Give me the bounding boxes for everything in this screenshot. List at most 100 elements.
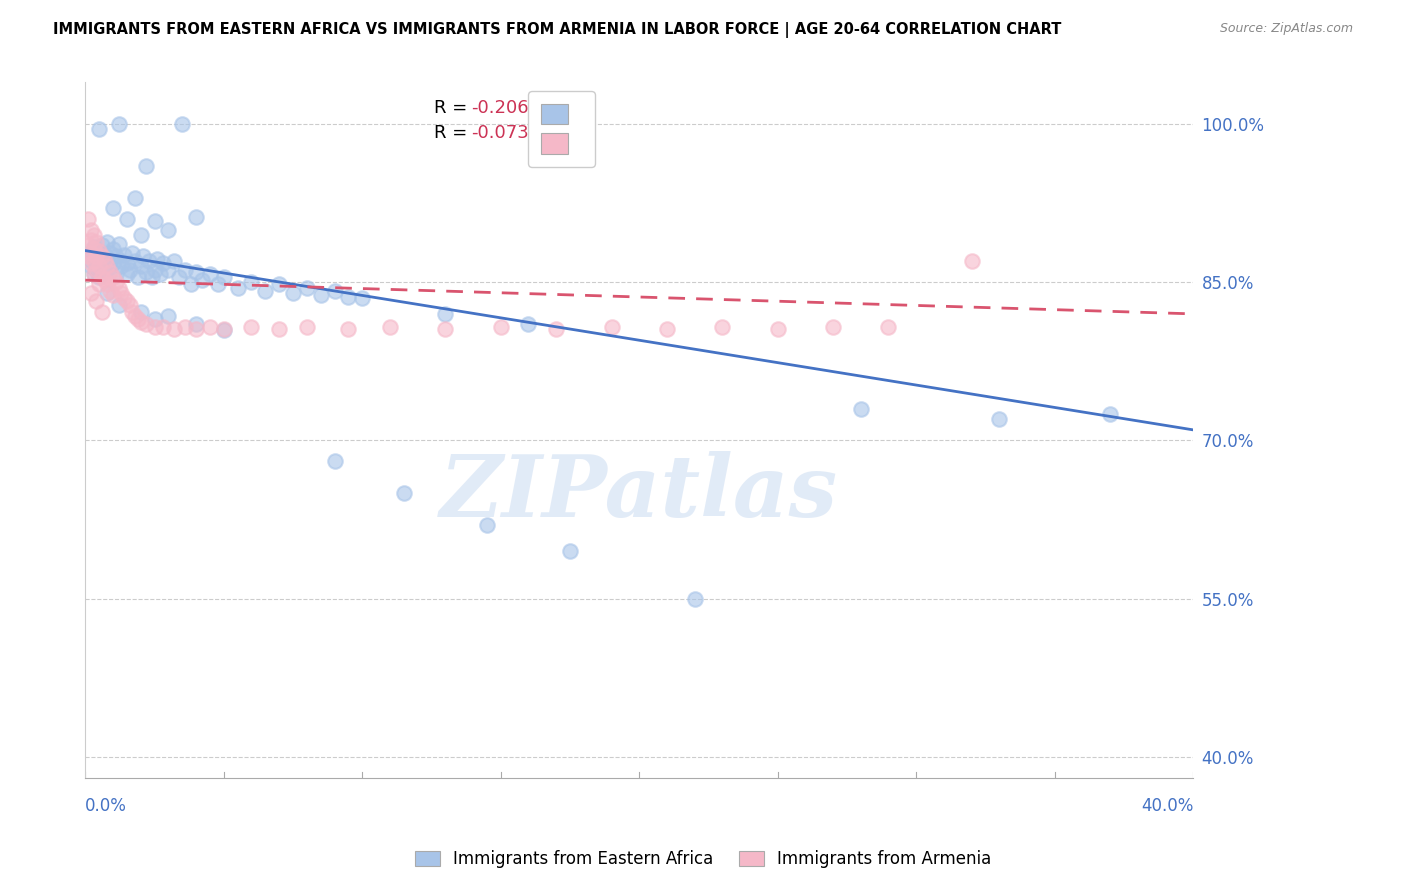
Point xyxy=(86,235,108,249)
Point xyxy=(157,309,180,323)
Point xyxy=(86,249,108,263)
Point xyxy=(152,256,174,270)
Text: -0.073: -0.073 xyxy=(471,124,529,142)
Point xyxy=(115,256,138,270)
Point xyxy=(86,249,108,263)
Point xyxy=(309,288,332,302)
Point xyxy=(392,486,415,500)
Point xyxy=(157,222,180,236)
Point xyxy=(101,270,124,285)
Point xyxy=(104,275,127,289)
Point xyxy=(655,321,678,335)
Point xyxy=(323,454,346,468)
Point xyxy=(89,244,111,258)
Point xyxy=(135,265,157,279)
Point xyxy=(141,270,163,285)
Point xyxy=(172,117,194,131)
Point xyxy=(124,191,146,205)
Point xyxy=(83,242,105,256)
Point xyxy=(90,254,112,268)
Point xyxy=(226,280,249,294)
Point xyxy=(124,254,146,268)
Point xyxy=(149,267,172,281)
Text: N =: N = xyxy=(517,124,575,142)
Point xyxy=(546,321,568,335)
Point xyxy=(96,260,118,274)
Point xyxy=(107,280,129,294)
Point xyxy=(89,122,111,136)
Point xyxy=(83,267,105,281)
Point xyxy=(129,260,152,274)
Point xyxy=(80,245,103,260)
Point xyxy=(198,267,221,281)
Point xyxy=(80,285,103,300)
Point xyxy=(766,321,789,335)
Point xyxy=(212,321,235,335)
Point xyxy=(80,222,103,236)
Point xyxy=(558,544,581,558)
Point xyxy=(169,270,191,285)
Point xyxy=(107,298,129,312)
Point xyxy=(104,267,127,281)
Point xyxy=(337,321,360,335)
Point xyxy=(118,298,141,312)
Point xyxy=(90,305,112,319)
Point xyxy=(129,305,152,319)
Point xyxy=(96,252,118,266)
Point xyxy=(77,249,100,263)
Text: 40.0%: 40.0% xyxy=(1140,797,1194,814)
Text: IMMIGRANTS FROM EASTERN AFRICA VS IMMIGRANTS FROM ARMENIA IN LABOR FORCE | AGE 2: IMMIGRANTS FROM EASTERN AFRICA VS IMMIGR… xyxy=(53,22,1062,38)
Point xyxy=(434,307,457,321)
Point xyxy=(101,242,124,256)
Point xyxy=(89,277,111,292)
Point xyxy=(96,285,118,300)
Point xyxy=(212,323,235,337)
Point xyxy=(254,284,277,298)
Point xyxy=(295,319,318,334)
Point xyxy=(1099,407,1122,421)
Point xyxy=(711,319,734,334)
Point xyxy=(77,211,100,226)
Point xyxy=(93,254,115,268)
Point xyxy=(849,401,872,416)
Point xyxy=(295,280,318,294)
Point xyxy=(96,235,118,249)
Point xyxy=(143,319,166,334)
Point xyxy=(98,260,121,275)
Point xyxy=(115,267,138,281)
Point xyxy=(115,294,138,309)
Point xyxy=(101,288,124,302)
Text: 80: 80 xyxy=(555,99,581,118)
Point xyxy=(960,254,983,268)
Point xyxy=(90,238,112,252)
Point xyxy=(86,262,108,277)
Point xyxy=(96,277,118,292)
Point xyxy=(110,260,132,274)
Point xyxy=(124,309,146,323)
Point xyxy=(184,321,207,335)
Point xyxy=(212,270,235,285)
Point xyxy=(101,256,124,270)
Point xyxy=(89,260,111,274)
Point xyxy=(89,270,111,285)
Point xyxy=(135,159,157,173)
Point xyxy=(281,285,304,300)
Point xyxy=(180,277,202,292)
Text: 0.0%: 0.0% xyxy=(86,797,127,814)
Point xyxy=(146,252,169,266)
Point xyxy=(89,244,111,258)
Point xyxy=(823,319,845,334)
Point xyxy=(107,117,129,131)
Point xyxy=(93,248,115,262)
Point xyxy=(83,254,105,268)
Text: N =: N = xyxy=(517,99,575,118)
Text: -0.206: -0.206 xyxy=(471,99,529,118)
Point xyxy=(98,284,121,298)
Point xyxy=(988,412,1011,426)
Point xyxy=(174,262,197,277)
Point xyxy=(337,290,360,304)
Point xyxy=(83,267,105,281)
Point xyxy=(83,240,105,254)
Point xyxy=(107,253,129,268)
Legend: , : , xyxy=(529,91,595,167)
